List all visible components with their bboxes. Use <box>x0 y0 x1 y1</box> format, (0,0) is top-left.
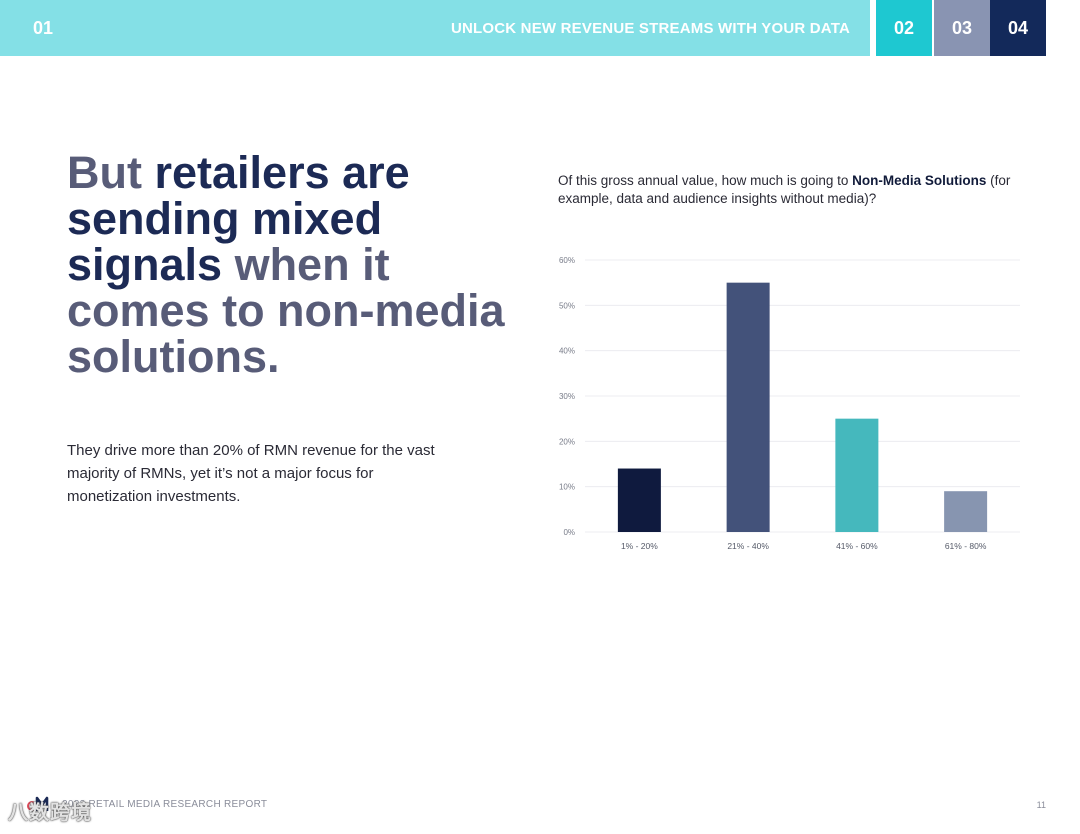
top-banner: 01 UNLOCK NEW REVENUE STREAMS WITH YOUR … <box>0 0 870 56</box>
x-tick-label: 1% - 20% <box>621 541 658 551</box>
y-tick-label: 40% <box>559 347 575 356</box>
body-paragraph: They drive more than 20% of RMN revenue … <box>67 442 435 505</box>
page-title: But retailers are sending mixed signals … <box>67 150 527 380</box>
question-prefix: Of this gross annual value, how much is … <box>558 173 853 188</box>
y-tick-label: 0% <box>563 528 575 537</box>
bar <box>617 468 661 532</box>
y-tick-label: 50% <box>559 301 575 310</box>
section-number[interactable]: 01 <box>33 18 54 38</box>
page-number: 11 <box>1036 800 1046 810</box>
x-tick-label: 21% - 40% <box>727 541 769 551</box>
y-tick-label: 20% <box>559 437 575 446</box>
section-title: UNLOCK NEW REVENUE STREAMS WITH YOUR DAT… <box>450 20 850 37</box>
tab-02[interactable]: 02 <box>876 0 932 56</box>
m-logo-icon <box>27 796 49 811</box>
headline-emphasis: retailers are sending mixed signals <box>67 147 410 290</box>
chart-question: Of this gross annual value, how much is … <box>558 172 1048 208</box>
headline-part-1: But <box>67 147 155 198</box>
bar <box>944 491 988 532</box>
question-suffix: (for example, data and audience insights… <box>558 173 1011 206</box>
watermark: 八数跨境 <box>8 802 92 824</box>
bar <box>726 282 770 532</box>
bar <box>835 418 879 532</box>
tab-03[interactable]: 03 <box>934 0 990 56</box>
question-emphasis: Non-Media Solutions <box>852 173 987 188</box>
headline-part-3: when it comes to non-media solutions. <box>67 239 505 382</box>
footer-report-name: 2022 RETAIL MEDIA RESEARCH REPORT <box>62 799 268 810</box>
x-tick-label: 61% - 80% <box>945 541 987 551</box>
x-tick-label: 41% - 60% <box>836 541 878 551</box>
bar-chart: 0% 10% 20% 30% 40% 50% 60% 1% - 20% 21% - 40% 41%… <box>559 256 1020 551</box>
y-tick-label: 10% <box>559 483 575 492</box>
tab-04[interactable]: 04 <box>990 0 1046 56</box>
y-tick-label: 60% <box>559 256 575 265</box>
y-tick-label: 30% <box>559 392 575 401</box>
